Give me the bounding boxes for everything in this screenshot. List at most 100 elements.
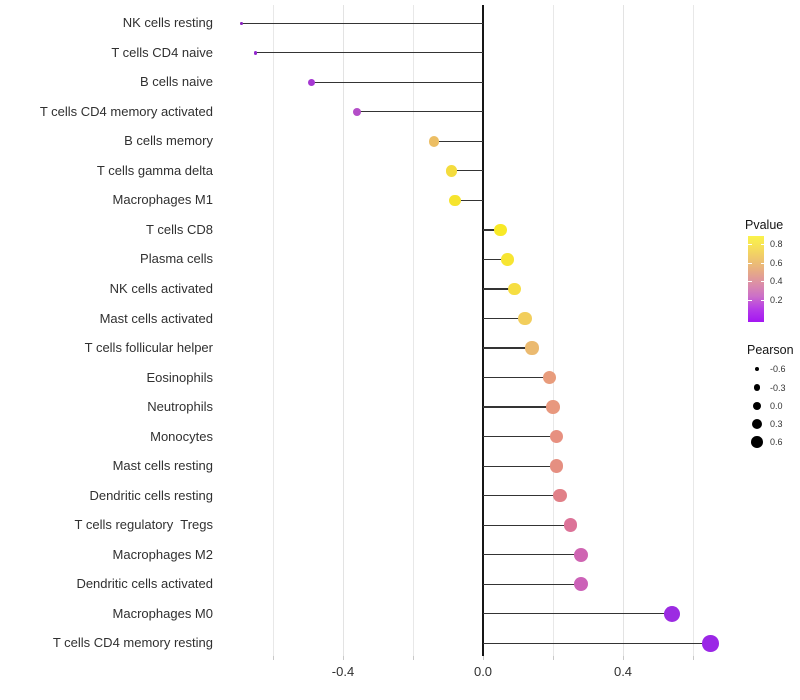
lollipop-line xyxy=(483,258,508,261)
pearson-legend-label: 0.6 xyxy=(770,437,783,448)
lollipop-dot xyxy=(253,50,258,55)
pvalue-gradient-bar xyxy=(748,236,764,322)
lollipop-dot xyxy=(573,577,589,592)
lollipop-dot xyxy=(308,78,315,86)
pearson-legend-title: Pearson xyxy=(747,343,794,357)
x-axis-tick xyxy=(412,656,414,660)
pvalue-tick-label: 0.4 xyxy=(770,276,783,286)
pearson-legend-dot xyxy=(755,367,760,372)
category-label: T cells CD4 naive xyxy=(111,44,213,60)
lollipop-line xyxy=(483,583,581,585)
lollipop-dot xyxy=(352,107,362,117)
category-label: T cells regulatory Tregs xyxy=(74,517,213,533)
lollipop-dot xyxy=(428,135,440,147)
lollipop-dot xyxy=(449,194,461,207)
pvalue-tick-left xyxy=(748,281,752,282)
pvalue-tick-right xyxy=(760,244,764,245)
x-axis-tick xyxy=(272,656,274,660)
pvalue-tick-right xyxy=(760,281,764,282)
x-axis-tick xyxy=(622,656,624,660)
category-label: Monocytes xyxy=(150,428,213,444)
lollipop-dot xyxy=(501,253,514,266)
pearson-legend-label: -0.6 xyxy=(770,364,786,375)
x-axis-tick xyxy=(482,656,484,660)
lollipop-line xyxy=(483,317,525,320)
x-axis-tick xyxy=(692,656,694,660)
category-label: Macrophages M0 xyxy=(112,605,213,621)
lollipop-dot xyxy=(553,488,567,503)
category-label: T cells CD4 memory resting xyxy=(52,635,213,651)
category-label: Neutrophils xyxy=(147,399,213,415)
lollipop-dot xyxy=(546,400,560,414)
pvalue-tick-right xyxy=(760,262,764,264)
pearson-legend-label: 0.0 xyxy=(770,400,783,411)
lollipop-line xyxy=(483,229,501,231)
x-axis-tick xyxy=(342,656,344,660)
pearson-legend-dot xyxy=(753,401,762,410)
category-label: Plasma cells xyxy=(140,251,213,267)
category-label: Macrophages M1 xyxy=(112,192,213,208)
lollipop-line xyxy=(483,288,515,290)
lollipop-dot xyxy=(573,547,589,562)
lollipop-line xyxy=(455,199,483,201)
x-gridline xyxy=(622,5,624,656)
category-label: Dendritic cells activated xyxy=(76,576,213,592)
x-gridline xyxy=(342,5,344,656)
pearson-legend-label: -0.3 xyxy=(770,382,786,393)
category-label: T cells CD8 xyxy=(146,221,213,237)
pearson-legend-dot xyxy=(751,436,764,448)
lollipop-dot xyxy=(549,459,564,473)
lollipop-line xyxy=(483,524,571,526)
lollipop-line xyxy=(483,376,550,379)
pvalue-tick-label: 0.2 xyxy=(770,294,783,305)
lollipop-dot xyxy=(240,21,243,25)
x-axis-tick xyxy=(552,656,554,660)
x-gridline xyxy=(412,5,414,656)
pearson-legend-label: 0.3 xyxy=(770,418,783,429)
lollipop-line xyxy=(483,347,532,349)
lollipop-line xyxy=(483,642,711,644)
category-label: Mast cells activated xyxy=(99,310,213,326)
category-label: NK cells resting xyxy=(122,15,213,31)
pvalue-tick-left xyxy=(748,262,752,264)
lollipop-dot xyxy=(542,370,557,385)
lollipop-dot xyxy=(525,341,539,355)
x-gridline xyxy=(272,5,274,656)
zero-reference-line xyxy=(482,5,484,656)
lollipop-line xyxy=(483,406,553,408)
category-label: T cells gamma delta xyxy=(96,162,213,178)
category-label: Mast cells resting xyxy=(112,458,213,474)
lollipop-dot xyxy=(494,223,507,237)
lollipop-line xyxy=(483,613,672,615)
x-tick-label: -0.4 xyxy=(331,664,355,679)
x-tick-label: 0.4 xyxy=(613,664,633,679)
category-label: T cells follicular helper xyxy=(84,340,213,356)
lollipop-dot xyxy=(508,282,521,296)
category-label: Macrophages M2 xyxy=(112,546,213,562)
category-label: Dendritic cells resting xyxy=(89,487,213,503)
lollipop-dot xyxy=(563,518,578,533)
lollipop-dot xyxy=(702,634,719,652)
lollipop-line xyxy=(451,170,483,172)
lollipop-line xyxy=(483,465,557,467)
lollipop-line xyxy=(311,81,483,83)
pvalue-tick-right xyxy=(760,299,764,301)
category-label: B cells naive xyxy=(140,74,213,90)
lollipop-dot xyxy=(664,605,680,622)
lollipop-line xyxy=(255,52,483,54)
x-gridline xyxy=(692,5,694,656)
lollipop-dot xyxy=(549,429,564,444)
lollipop-dot xyxy=(445,165,458,177)
lollipop-line xyxy=(241,22,483,24)
lollipop-line xyxy=(483,495,560,497)
pvalue-tick-left xyxy=(748,299,752,301)
lollipop-line xyxy=(483,435,557,438)
pvalue-tick-label: 0.6 xyxy=(770,257,783,268)
category-label: T cells CD4 memory activated xyxy=(39,103,213,119)
category-label: Eosinophils xyxy=(146,369,214,385)
pvalue-tick-label: 0.8 xyxy=(770,239,783,249)
pvalue-tick-left xyxy=(748,244,752,245)
pearson-legend-dot xyxy=(752,418,763,429)
lollipop-dot xyxy=(518,311,532,325)
